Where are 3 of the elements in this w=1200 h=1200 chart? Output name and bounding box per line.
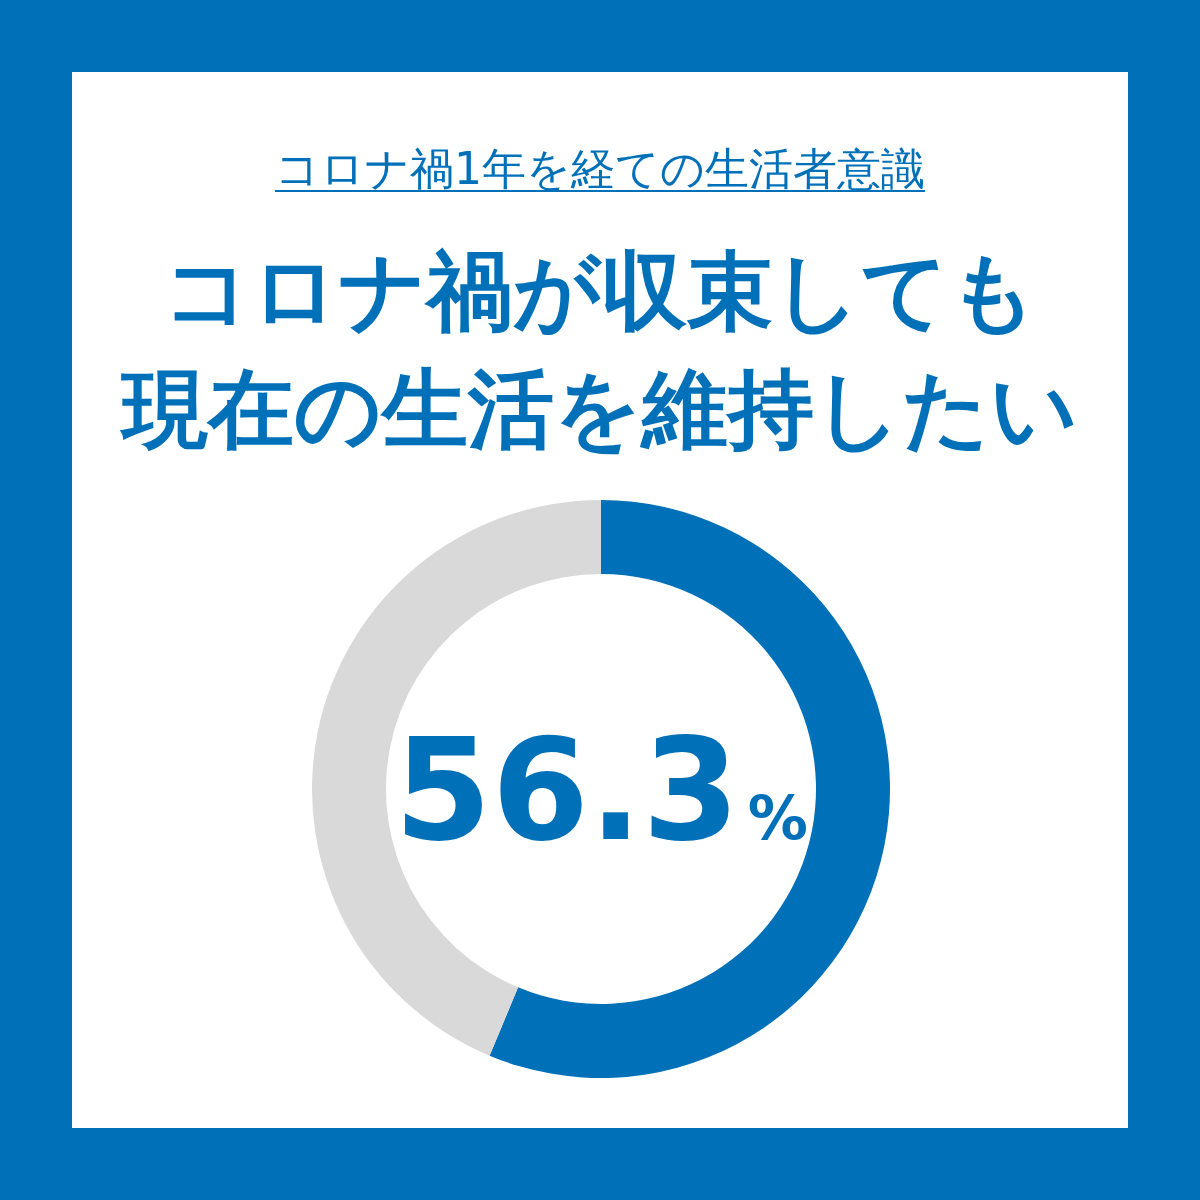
- chart-subtitle: コロナ禍が収束しても現在の生活を維持したい: [119, 240, 1079, 461]
- data-label: 56.3%: [394, 709, 808, 872]
- chart-title: コロナ禍1年を経ての生活者意識: [275, 143, 925, 194]
